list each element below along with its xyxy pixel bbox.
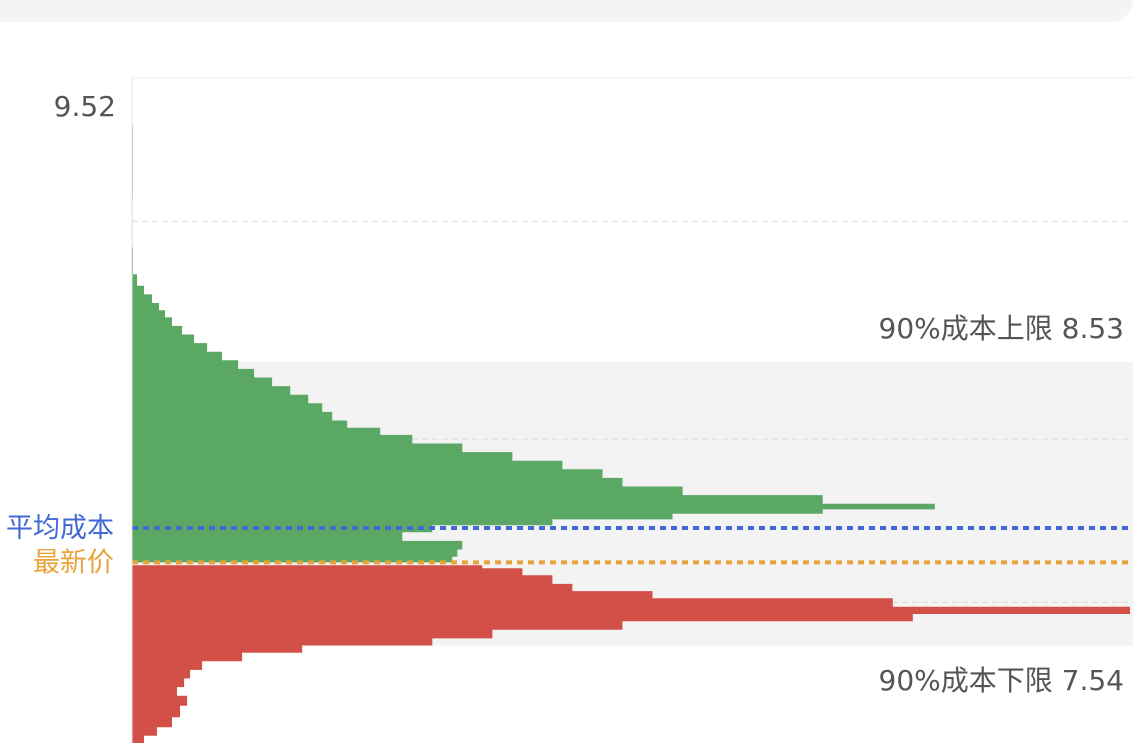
profit-chip-area: [132, 78, 935, 563]
average-cost-label: 平均成本: [6, 513, 114, 544]
cost-upper-bound-label: 90%成本上限 8.53: [879, 312, 1124, 345]
loss-chip-area: [132, 565, 1130, 743]
y-axis-top-label: 9.52: [54, 90, 116, 123]
cost-lower-bound-label: 90%成本下限 7.54: [879, 664, 1124, 697]
distribution-layer: [132, 78, 1130, 743]
header-bar: [0, 0, 1133, 22]
latest-price-label: 最新价: [33, 547, 114, 578]
